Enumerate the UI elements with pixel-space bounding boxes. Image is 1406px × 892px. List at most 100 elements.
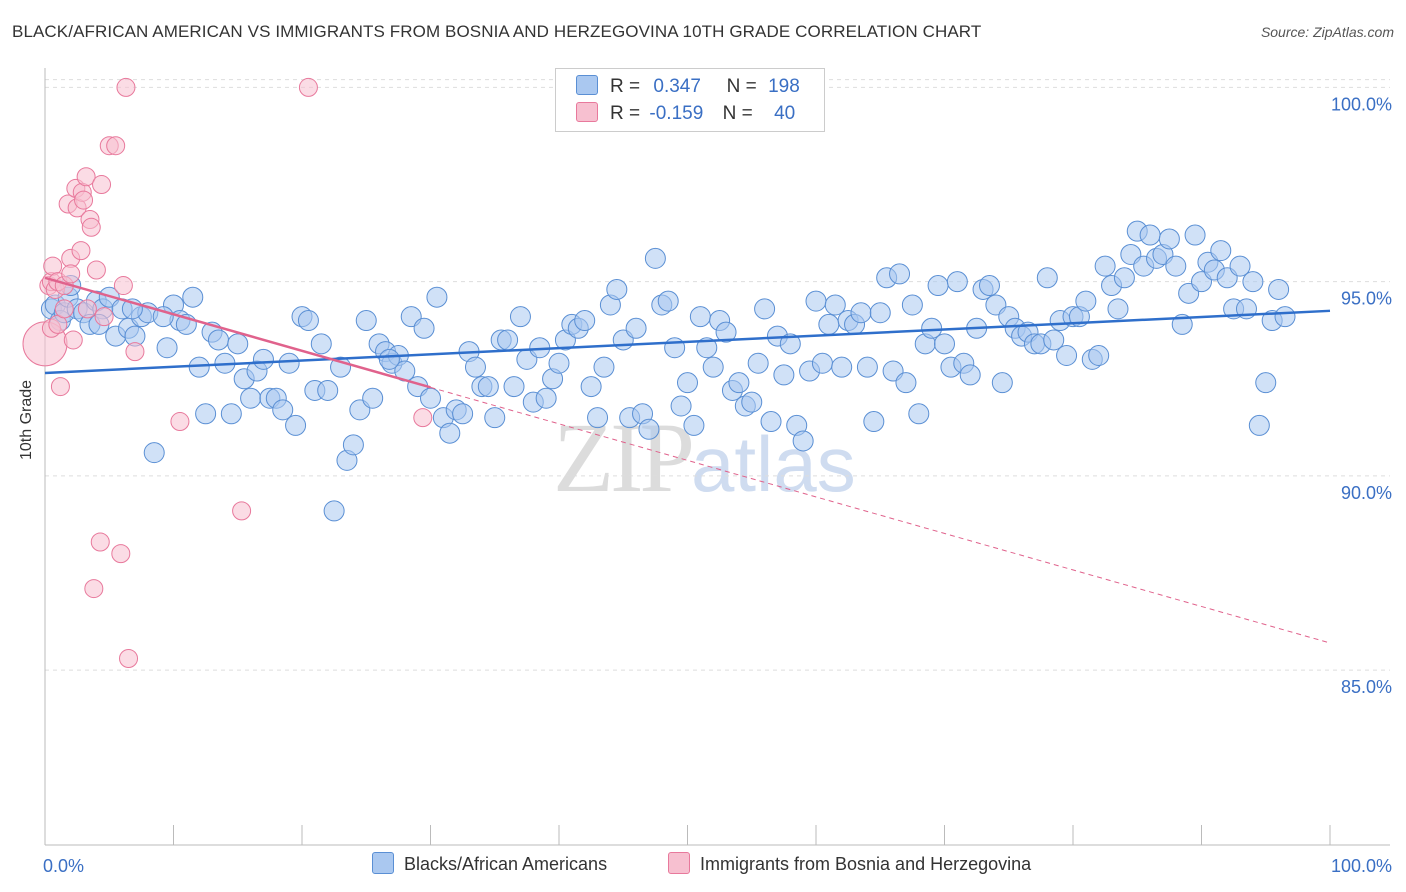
data-point-bosnia [92, 175, 112, 195]
data-point-bosnia [54, 299, 74, 319]
data-point-blacks [1165, 255, 1187, 277]
data-point-blacks [959, 364, 981, 386]
data-point-bosnia [125, 342, 145, 362]
legend-r-label: R = [610, 103, 641, 124]
data-point-blacks [484, 407, 506, 429]
data-point-blacks [342, 434, 364, 456]
data-point-blacks [683, 414, 705, 436]
data-point-blacks [362, 387, 384, 409]
data-point-bosnia [50, 377, 70, 397]
data-point-bosnia [63, 330, 83, 350]
legend-row-blacks: R = 0.347 N = 198 [576, 75, 800, 99]
data-point-blacks [831, 356, 853, 378]
data-point-blacks [439, 422, 461, 444]
data-point-blacks [323, 500, 345, 522]
data-point-blacks [1242, 271, 1264, 293]
data-point-bosnia [106, 136, 126, 156]
legend-swatch-pink [576, 102, 598, 122]
data-point-blacks [728, 372, 750, 394]
legend-r-label: R = [610, 76, 641, 97]
y-tick-label: 95.0% [1341, 289, 1392, 309]
bottom-legend-swatch-pink [668, 852, 690, 874]
legend-r-value: 0.347 [653, 76, 701, 97]
data-point-blacks [991, 372, 1013, 394]
data-point-blacks [1229, 255, 1251, 277]
data-point-blacks [644, 247, 666, 269]
data-point-bosnia [76, 167, 96, 187]
data-point-blacks [689, 306, 711, 328]
legend-swatch-blue [576, 75, 598, 95]
data-point-blacks [824, 294, 846, 316]
data-point-blacks [934, 333, 955, 355]
data-point-blacks [509, 306, 531, 328]
data-point-blacks [355, 310, 377, 332]
data-point-blacks [497, 329, 519, 351]
data-point-blacks [850, 302, 872, 324]
bottom-legend-label: Blacks/African Americans [404, 854, 608, 874]
data-point-blacks [696, 337, 718, 359]
data-point-blacks [1043, 329, 1065, 351]
bottom-legend-blacks: Blacks/African Americans [372, 852, 607, 875]
data-point-blacks [606, 278, 628, 300]
data-point-blacks [278, 352, 300, 374]
data-point-bosnia [86, 260, 106, 280]
data-point-blacks [220, 403, 242, 425]
legend-n-label: N = [726, 76, 757, 97]
data-point-blacks [195, 403, 217, 425]
data-point-blacks [548, 352, 570, 374]
chart-title: BLACK/AFRICAN AMERICAN VS IMMIGRANTS FRO… [12, 22, 982, 41]
data-point-blacks [773, 364, 795, 386]
correlation-legend: R = 0.347 N = 198 R = -0.159 N = 40 [555, 68, 825, 132]
data-point-blacks [477, 376, 499, 398]
y-tick-label: 100.0% [1331, 94, 1392, 114]
data-point-bosnia [61, 264, 81, 284]
data-point-blacks [580, 376, 602, 398]
data-point-blacks [143, 442, 165, 464]
data-point-blacks [574, 310, 596, 332]
data-point-blacks [188, 356, 210, 378]
data-point-blacks [420, 387, 441, 409]
data-point-blacks [779, 333, 801, 355]
data-point-blacks [310, 333, 332, 355]
data-point-bosnia [94, 307, 114, 327]
data-point-blacks [1255, 372, 1277, 394]
data-point-blacks [856, 356, 878, 378]
data-point-blacks [760, 411, 782, 433]
data-point-bosnia [74, 190, 94, 210]
data-point-blacks [908, 403, 930, 425]
data-point-blacks [978, 275, 1000, 297]
data-point-blacks [1056, 344, 1078, 366]
bottom-legend-label: Immigrants from Bosnia and Herzegovina [700, 854, 1032, 874]
bottom-legend-bosnia: Immigrants from Bosnia and Herzegovina [668, 852, 1031, 875]
data-point-blacks [156, 337, 178, 359]
legend-n-label: N = [722, 103, 753, 124]
data-point-blacks [625, 317, 647, 339]
data-point-blacks [593, 356, 615, 378]
bottom-legend-swatch-blue [372, 852, 394, 874]
data-point-blacks [1088, 344, 1110, 366]
data-point-bosnia [71, 241, 91, 261]
data-point-blacks [811, 352, 833, 374]
data-point-blacks [901, 294, 923, 316]
data-point-bosnia [111, 544, 131, 564]
data-point-blacks [1094, 255, 1116, 277]
data-point-bosnia [113, 276, 133, 296]
data-point-blacks [503, 376, 525, 398]
data-point-blacks [792, 430, 814, 452]
data-point-blacks [378, 348, 400, 370]
x-tick-label: 0.0% [43, 856, 84, 876]
data-point-bosnia [90, 532, 110, 552]
data-point-blacks [413, 317, 435, 339]
data-point-blacks [895, 372, 917, 394]
y-tick-label: 90.0% [1341, 483, 1392, 503]
data-point-blacks [1075, 290, 1097, 312]
data-point-blacks [252, 348, 274, 370]
data-point-blacks [805, 290, 827, 312]
data-point-blacks [927, 275, 949, 297]
data-point-blacks [657, 290, 679, 312]
data-point-blacks [1268, 278, 1290, 300]
legend-row-bosnia: R = -0.159 N = 40 [576, 102, 795, 126]
data-point-blacks [1107, 298, 1129, 320]
data-point-blacks [677, 372, 698, 394]
data-point-bosnia [116, 77, 136, 97]
